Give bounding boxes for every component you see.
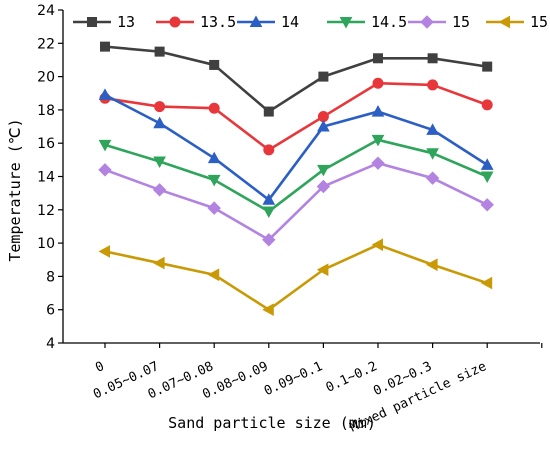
data-point	[207, 201, 221, 215]
legend-marker	[87, 17, 97, 27]
y-tick-label: 6	[46, 303, 55, 319]
data-point	[263, 106, 274, 117]
series-line	[104, 45, 488, 113]
data-point	[371, 134, 385, 147]
series-15.5	[98, 238, 493, 317]
legend-item: 15	[408, 13, 470, 31]
data-point	[480, 198, 494, 212]
x-tick-label: 0	[93, 359, 106, 376]
series-line	[104, 243, 488, 312]
y-tick-label: 12	[37, 203, 55, 219]
y-tick-label: 22	[37, 36, 55, 52]
data-point	[262, 193, 276, 205]
data-point	[373, 53, 383, 64]
data-point	[153, 156, 166, 169]
data-point	[98, 139, 112, 152]
legend-marker	[339, 17, 353, 29]
legend-marker	[249, 15, 263, 27]
y-axis-ticks: 4 6 8 10 12 14 16 18 20 22 24	[37, 3, 63, 352]
data-point	[481, 99, 493, 111]
data-point	[426, 123, 439, 135]
data-point	[371, 156, 385, 170]
legend-marker	[169, 16, 181, 28]
data-point	[208, 102, 220, 114]
data-point	[209, 59, 220, 70]
legend-item: 13	[73, 13, 135, 31]
data-point	[317, 164, 330, 177]
legend-label: 15	[452, 13, 470, 31]
data-point	[98, 245, 110, 258]
legend-label: 13	[117, 13, 135, 31]
y-tick-label: 4	[46, 336, 55, 352]
data-point	[316, 263, 329, 277]
x-axis-label: Sand particle size (mm)	[168, 414, 376, 432]
series-13.5	[99, 77, 493, 156]
data-point	[262, 233, 276, 247]
data-point	[262, 206, 276, 219]
data-point	[154, 101, 166, 113]
axes	[62, 10, 540, 344]
data-point	[207, 174, 221, 187]
legend-marker	[498, 15, 510, 29]
x-tick-label: 0.1~0.2	[324, 359, 380, 396]
series-13	[100, 41, 493, 117]
data-point	[100, 41, 110, 52]
data-point	[262, 303, 274, 317]
data-point	[480, 171, 494, 184]
legend-item: 14	[237, 13, 299, 31]
y-tick-label: 20	[37, 70, 55, 86]
series-15	[98, 156, 494, 247]
legend-label: 14	[281, 13, 299, 31]
data-point	[207, 268, 220, 282]
data-point	[98, 88, 112, 100]
series-line	[104, 138, 488, 213]
data-point	[263, 144, 275, 156]
data-point	[154, 46, 165, 57]
legend-marker	[420, 15, 434, 29]
y-tick-label: 18	[37, 103, 55, 119]
series-14.5	[98, 134, 494, 219]
y-tick-label: 24	[37, 3, 55, 19]
data-point	[372, 77, 384, 89]
y-axis-label: Temperature (℃)	[6, 118, 24, 261]
data-point	[426, 258, 438, 272]
legend-label: 14.5	[371, 13, 407, 31]
series-line	[104, 81, 488, 152]
data-point	[153, 256, 165, 270]
series-14	[98, 88, 494, 205]
data-point	[316, 179, 331, 194]
series-line	[104, 93, 488, 202]
data-point	[427, 79, 439, 91]
data-point	[153, 116, 166, 129]
data-point	[317, 120, 330, 132]
series-layer	[98, 41, 494, 317]
data-point	[480, 158, 494, 170]
y-tick-label: 16	[37, 136, 55, 152]
data-point	[371, 238, 383, 252]
data-point	[480, 276, 493, 290]
legend-label: 15.5	[530, 13, 550, 31]
y-tick-label: 8	[46, 269, 55, 285]
legend-item: 15.5	[486, 13, 550, 31]
data-point	[371, 105, 385, 117]
y-tick-label: 10	[37, 236, 55, 252]
legend: 13 13.5 14 14.5 15 15.5	[73, 13, 550, 31]
data-point	[98, 163, 112, 177]
data-point	[482, 61, 493, 72]
data-point	[426, 148, 439, 160]
legend-item: 13.5	[156, 13, 236, 31]
series-line	[104, 161, 488, 242]
data-point	[207, 151, 221, 164]
data-point	[425, 171, 440, 185]
data-point	[318, 71, 329, 82]
data-point	[152, 183, 167, 197]
legend-item: 14.5	[327, 13, 407, 31]
legend-label: 13.5	[200, 13, 236, 31]
y-tick-label: 14	[37, 170, 55, 186]
data-point	[427, 53, 438, 64]
x-tick-label: 0.09~0.1	[262, 359, 325, 399]
